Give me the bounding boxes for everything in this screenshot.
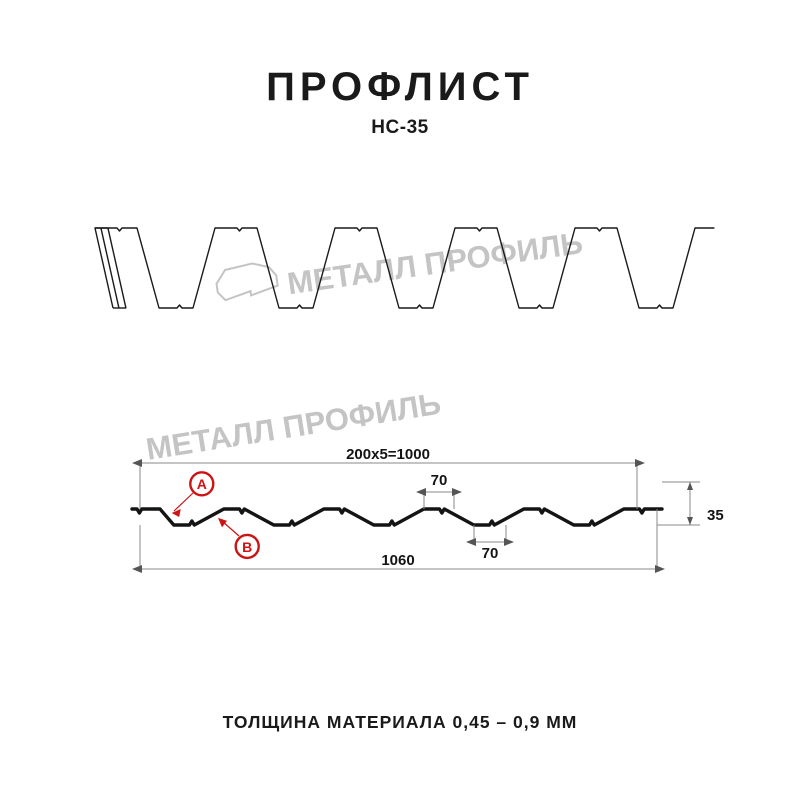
svg-text:1060: 1060 <box>381 552 414 569</box>
svg-text:A: A <box>197 476 207 492</box>
svg-text:70: 70 <box>482 545 499 562</box>
svg-text:200x5=1000: 200x5=1000 <box>346 446 430 463</box>
svg-text:МЕТАЛЛ ПРОФИЛЬ: МЕТАЛЛ ПРОФИЛЬ <box>285 225 585 301</box>
svg-text:B: B <box>242 539 252 555</box>
svg-text:70: 70 <box>431 472 448 489</box>
svg-text:35: 35 <box>707 507 724 524</box>
